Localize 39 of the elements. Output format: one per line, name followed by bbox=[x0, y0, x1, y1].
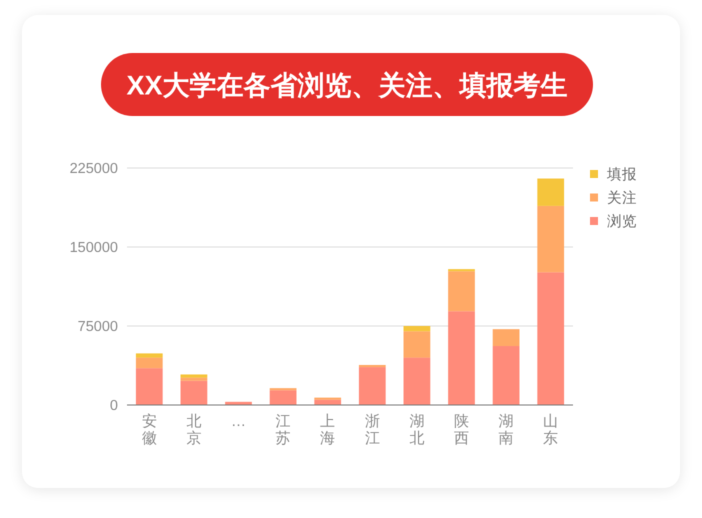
x-tick-label: 安徽 bbox=[142, 413, 157, 447]
bar bbox=[404, 326, 430, 332]
bar bbox=[180, 378, 208, 381]
y-tick-label: 225000 bbox=[70, 161, 118, 177]
bar bbox=[136, 353, 163, 358]
x-tick-label: 陕西 bbox=[454, 413, 469, 447]
x-tick-label: 江苏 bbox=[276, 413, 291, 447]
bar bbox=[358, 367, 386, 405]
legend-label: 填报 bbox=[606, 166, 637, 183]
bar bbox=[136, 368, 163, 405]
bar bbox=[404, 331, 430, 358]
bar bbox=[314, 400, 342, 405]
x-tick-label: 浙江 bbox=[364, 413, 380, 447]
bar bbox=[180, 374, 208, 378]
bar bbox=[180, 380, 208, 405]
legend-label: 关注 bbox=[607, 190, 637, 206]
bar bbox=[136, 358, 163, 368]
bar bbox=[537, 178, 564, 206]
bar bbox=[448, 311, 475, 405]
y-tick-label: 150000 bbox=[70, 240, 118, 256]
bar bbox=[448, 271, 475, 312]
x-tick-label: 上海 bbox=[320, 413, 336, 447]
chart-title: XX大学在各省浏览、关注、填报考生 bbox=[126, 70, 568, 100]
x-tick-label: 湖北 bbox=[409, 413, 424, 447]
bar bbox=[537, 206, 564, 272]
x-tick-label: 山东 bbox=[543, 413, 558, 447]
bar bbox=[358, 364, 386, 368]
bar bbox=[404, 358, 430, 405]
title: XX大学在各省浏览、关注、填报考生 bbox=[101, 53, 593, 116]
x-tick-label: 北京 bbox=[186, 413, 202, 447]
bar bbox=[492, 346, 520, 405]
y-tick-label: 75000 bbox=[78, 319, 118, 335]
bar bbox=[270, 390, 296, 405]
legend-label: 浏览 bbox=[607, 213, 637, 230]
bar bbox=[492, 329, 520, 346]
y-tick-label: 0 bbox=[110, 398, 118, 414]
bar bbox=[537, 272, 564, 405]
x-tick-label: … bbox=[231, 413, 246, 430]
x-tick-label: 湖南 bbox=[498, 413, 514, 447]
